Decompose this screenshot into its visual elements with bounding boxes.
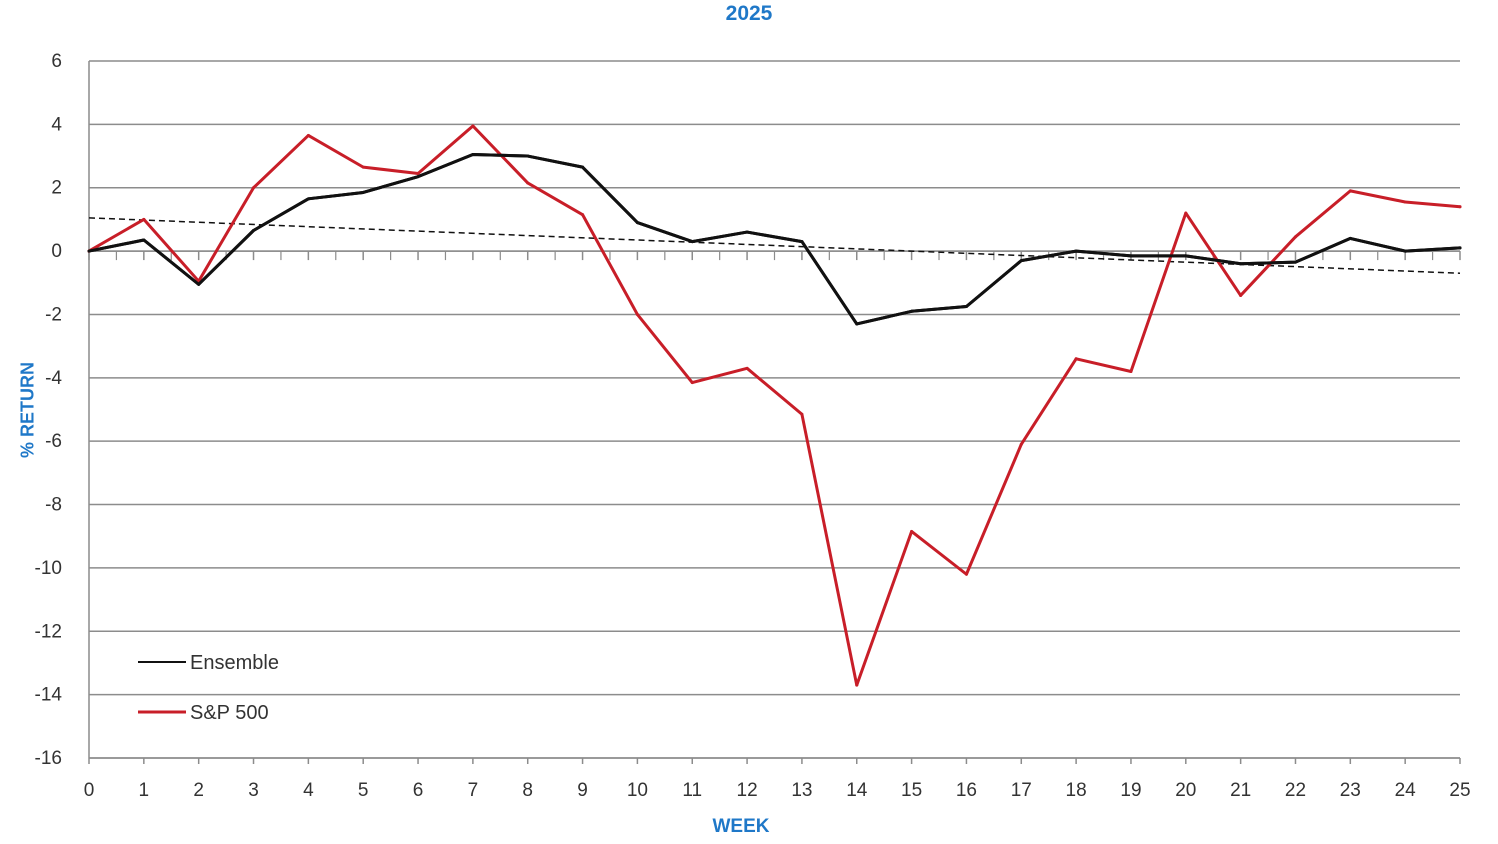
data-point-1 bbox=[1074, 357, 1078, 361]
y-tick-label: 0 bbox=[51, 241, 62, 262]
x-axis-label: WEEK bbox=[712, 816, 770, 837]
data-point-1 bbox=[1184, 211, 1188, 215]
data-point-1 bbox=[910, 529, 914, 533]
data-point-1 bbox=[964, 572, 968, 576]
x-tick-label: 4 bbox=[303, 780, 314, 801]
data-point-1 bbox=[745, 366, 749, 370]
data-point-1 bbox=[361, 165, 365, 169]
x-tick-label: 11 bbox=[682, 780, 702, 801]
series-line-1 bbox=[87, 124, 1462, 687]
y-tick-label: 2 bbox=[51, 178, 62, 199]
trendline bbox=[88, 217, 1461, 275]
y-tick-label: -16 bbox=[35, 748, 62, 769]
data-point-1 bbox=[1403, 200, 1407, 204]
x-tick-label: 16 bbox=[956, 780, 977, 801]
data-point-1 bbox=[635, 312, 639, 316]
data-point-1 bbox=[526, 181, 530, 185]
x-tick-label: 3 bbox=[248, 780, 259, 801]
y-tick-label: -12 bbox=[35, 621, 62, 642]
data-point-1 bbox=[252, 186, 256, 190]
x-tick-label: 21 bbox=[1230, 780, 1251, 801]
data-point-1 bbox=[1348, 189, 1352, 193]
data-point-1 bbox=[306, 133, 310, 137]
x-tick-label: 6 bbox=[413, 780, 424, 801]
x-tick-label: 9 bbox=[577, 780, 588, 801]
y-tick-label: 6 bbox=[51, 51, 62, 72]
legend-item: S&P 500 bbox=[138, 702, 269, 724]
data-point-1 bbox=[142, 217, 146, 221]
data-point-1 bbox=[471, 124, 475, 128]
data-point-1 bbox=[1129, 369, 1133, 373]
data-point-1 bbox=[800, 412, 804, 416]
x-tick-label: 24 bbox=[1395, 780, 1417, 801]
x-tick-label: 15 bbox=[901, 780, 922, 801]
data-point-1 bbox=[581, 213, 585, 217]
y-tick-label: -6 bbox=[45, 431, 62, 452]
series-line-0-overlay bbox=[87, 152, 1462, 326]
x-tick-label: 14 bbox=[846, 780, 868, 801]
x-tick-label: 17 bbox=[1011, 780, 1032, 801]
data-point-1 bbox=[416, 171, 420, 175]
y-tick-label: 4 bbox=[51, 114, 62, 135]
data-point-1 bbox=[1239, 293, 1243, 297]
x-tick-label: 13 bbox=[791, 780, 812, 801]
x-tick-label: 0 bbox=[84, 780, 95, 801]
data-point-1 bbox=[1019, 442, 1023, 446]
data-point-1 bbox=[1458, 205, 1462, 209]
x-tick-label: 5 bbox=[358, 780, 369, 801]
data-point-1 bbox=[1293, 235, 1297, 239]
data-point-1 bbox=[855, 683, 859, 687]
x-tick-label: 8 bbox=[522, 780, 533, 801]
x-tick-label: 18 bbox=[1066, 780, 1087, 801]
x-tick-label: 1 bbox=[139, 780, 150, 801]
x-tick-label: 2 bbox=[193, 780, 204, 801]
x-tick-label: 12 bbox=[737, 780, 758, 801]
series-line-0 bbox=[87, 152, 1462, 326]
y-tick-label: -4 bbox=[45, 368, 62, 389]
x-tick-label: 25 bbox=[1449, 780, 1470, 801]
x-tick-label: 22 bbox=[1285, 780, 1306, 801]
legend-label: Ensemble bbox=[190, 652, 279, 674]
x-tick-label: 10 bbox=[627, 780, 648, 801]
x-tick-label: 7 bbox=[468, 780, 479, 801]
x-tick-label: 20 bbox=[1175, 780, 1196, 801]
legend-item: Ensemble bbox=[138, 652, 279, 674]
y-tick-label: -14 bbox=[35, 685, 63, 706]
data-point-1 bbox=[690, 381, 694, 385]
x-tick-label: 19 bbox=[1120, 780, 1141, 801]
y-tick-label: -8 bbox=[45, 495, 62, 516]
chart-title: 2025 bbox=[725, 2, 773, 25]
y-tick-label: -10 bbox=[35, 558, 62, 579]
y-tick-label: -2 bbox=[45, 304, 62, 325]
legend-label: S&P 500 bbox=[190, 702, 269, 724]
x-tick-label: 23 bbox=[1340, 780, 1361, 801]
